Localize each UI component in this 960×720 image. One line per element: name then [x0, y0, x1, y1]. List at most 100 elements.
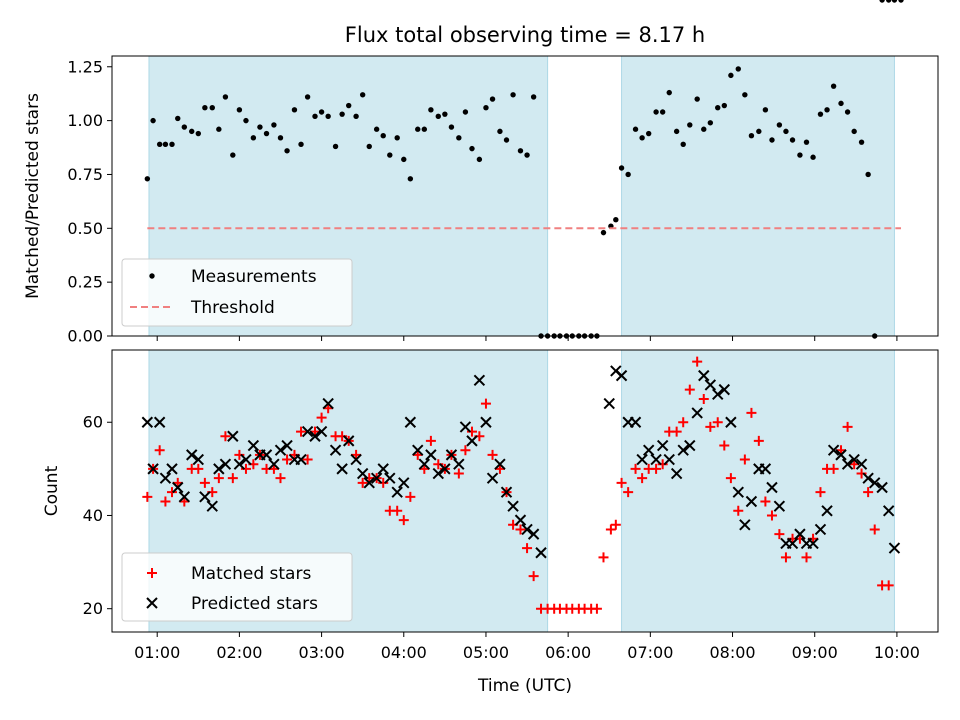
predicted-stars-point	[656, 439, 669, 452]
predicted-stars-point	[603, 397, 615, 410]
matched-stars-point	[433, 459, 444, 470]
predicted-stars-point	[486, 472, 499, 484]
matched-stars-point	[856, 468, 867, 479]
measurement-point	[891, 0, 898, 3]
predicted-stars-point	[882, 505, 895, 517]
measurement-point	[645, 130, 652, 137]
matched-stars-point	[712, 417, 723, 428]
predicted-stars-point	[794, 528, 806, 540]
predicted-stars-point	[398, 477, 410, 489]
matched-stars-point	[528, 571, 539, 582]
measurement-point	[162, 141, 169, 148]
ratio-marks	[144, 0, 904, 339]
matched-stars-point	[637, 473, 648, 484]
measurement-point	[312, 113, 318, 120]
measurement-point	[469, 145, 475, 152]
predicted-stars-point	[862, 472, 874, 484]
measurement-point	[181, 124, 188, 130]
predicted-stars-point	[432, 467, 444, 480]
matched-stars-point	[213, 473, 224, 484]
measurement-point	[639, 135, 645, 141]
measurement-point	[277, 135, 284, 141]
predicted-stars-point	[514, 514, 527, 526]
legend-threshold-label: Threshold	[190, 298, 275, 318]
predicted-stars-point	[663, 453, 675, 466]
count-legend-box	[121, 552, 353, 622]
predicted-stars-point	[213, 463, 225, 475]
predicted-stars-point	[219, 458, 232, 470]
y-tick-label: 1.25	[67, 57, 103, 76]
measurement-point	[789, 137, 796, 143]
matched-stars-point	[234, 449, 245, 460]
predicted-stars-point	[192, 453, 205, 466]
measurement-point	[797, 152, 803, 158]
measurement-point	[503, 137, 510, 143]
matched-stars-point	[869, 524, 880, 535]
predicted-stars-point	[350, 453, 362, 466]
predicted-stars-point	[876, 481, 888, 494]
x-axis-label: Time (UTC)	[477, 676, 572, 696]
predicted-stars-point	[412, 444, 424, 456]
measurement-point	[325, 113, 331, 120]
matched-stars-point	[357, 477, 368, 488]
ratio-y-axis-label: Matched/Predicted stars	[23, 93, 43, 299]
x-tick-label: 04:00	[381, 643, 427, 662]
measurement-point	[407, 176, 414, 182]
measurement-point	[483, 104, 489, 111]
measurement-point	[428, 107, 434, 113]
matched-stars-point	[828, 463, 839, 474]
predicted-stars-point	[507, 500, 519, 512]
legend-plus-glyph	[147, 568, 157, 578]
matched-stars-point	[154, 445, 165, 456]
predicted-stars-point	[459, 421, 472, 433]
measurement-point	[618, 165, 625, 171]
matched-stars-point	[801, 552, 812, 563]
matched-stars-point	[671, 426, 682, 437]
measurement-point	[756, 128, 762, 135]
ratio-legend-box	[121, 258, 353, 327]
count-panel-frame	[111, 349, 939, 633]
matched-stars-point	[193, 463, 204, 474]
measurement-point	[735, 66, 741, 72]
predicted-stars-point	[684, 439, 696, 452]
measurement-point	[394, 135, 400, 141]
measurement-point	[715, 104, 721, 111]
measurement-point	[517, 148, 524, 154]
measurement-point	[435, 113, 441, 120]
x-tick-label: 07:00	[627, 643, 673, 662]
measurement-point	[748, 132, 755, 139]
measurement-point	[175, 115, 181, 122]
measurement-point	[769, 137, 775, 143]
legend-x-glyph	[146, 597, 158, 609]
matched-stars-point	[227, 473, 238, 484]
measurement-point	[346, 102, 352, 109]
measurement-point	[415, 126, 421, 132]
measurement-point	[353, 113, 359, 120]
predicted-stars-point	[712, 388, 724, 400]
ratio-panel: 0.00 0.25 0.50 0.75 1.00 1.25 Flux total obse…	[23, 0, 939, 346]
matched-stars-point	[282, 454, 293, 465]
matched-stars-point	[392, 505, 403, 516]
count-panel: 20 40 60 01:00 02:00 03:00 04:00 05:00 06:00 07:0…	[42, 349, 939, 696]
predicted-stars-point	[453, 458, 465, 470]
matched-stars-point	[739, 454, 750, 465]
x-tick-label: 05:00	[463, 643, 509, 662]
measurement-point	[476, 156, 483, 163]
measurement-point	[666, 89, 672, 96]
matched-stars-point	[678, 417, 689, 428]
ratio-panel-frame	[111, 55, 939, 337]
measurement-point	[230, 152, 236, 158]
matched-stars-point	[753, 435, 764, 446]
measurement-point	[387, 152, 393, 158]
predicted-stars-point	[677, 444, 689, 456]
measurement-point	[195, 130, 201, 137]
predicted-stars-point	[206, 500, 218, 512]
measurement-point	[489, 96, 496, 102]
matched-stars-point	[166, 487, 177, 498]
matched-stars-point	[725, 473, 736, 484]
matched-stars-point	[780, 552, 791, 563]
matched-stars-point	[142, 491, 153, 502]
legend-predicted-marker	[146, 597, 158, 609]
y-tick-label: 40	[83, 506, 103, 525]
predicted-stars-point	[384, 472, 396, 484]
